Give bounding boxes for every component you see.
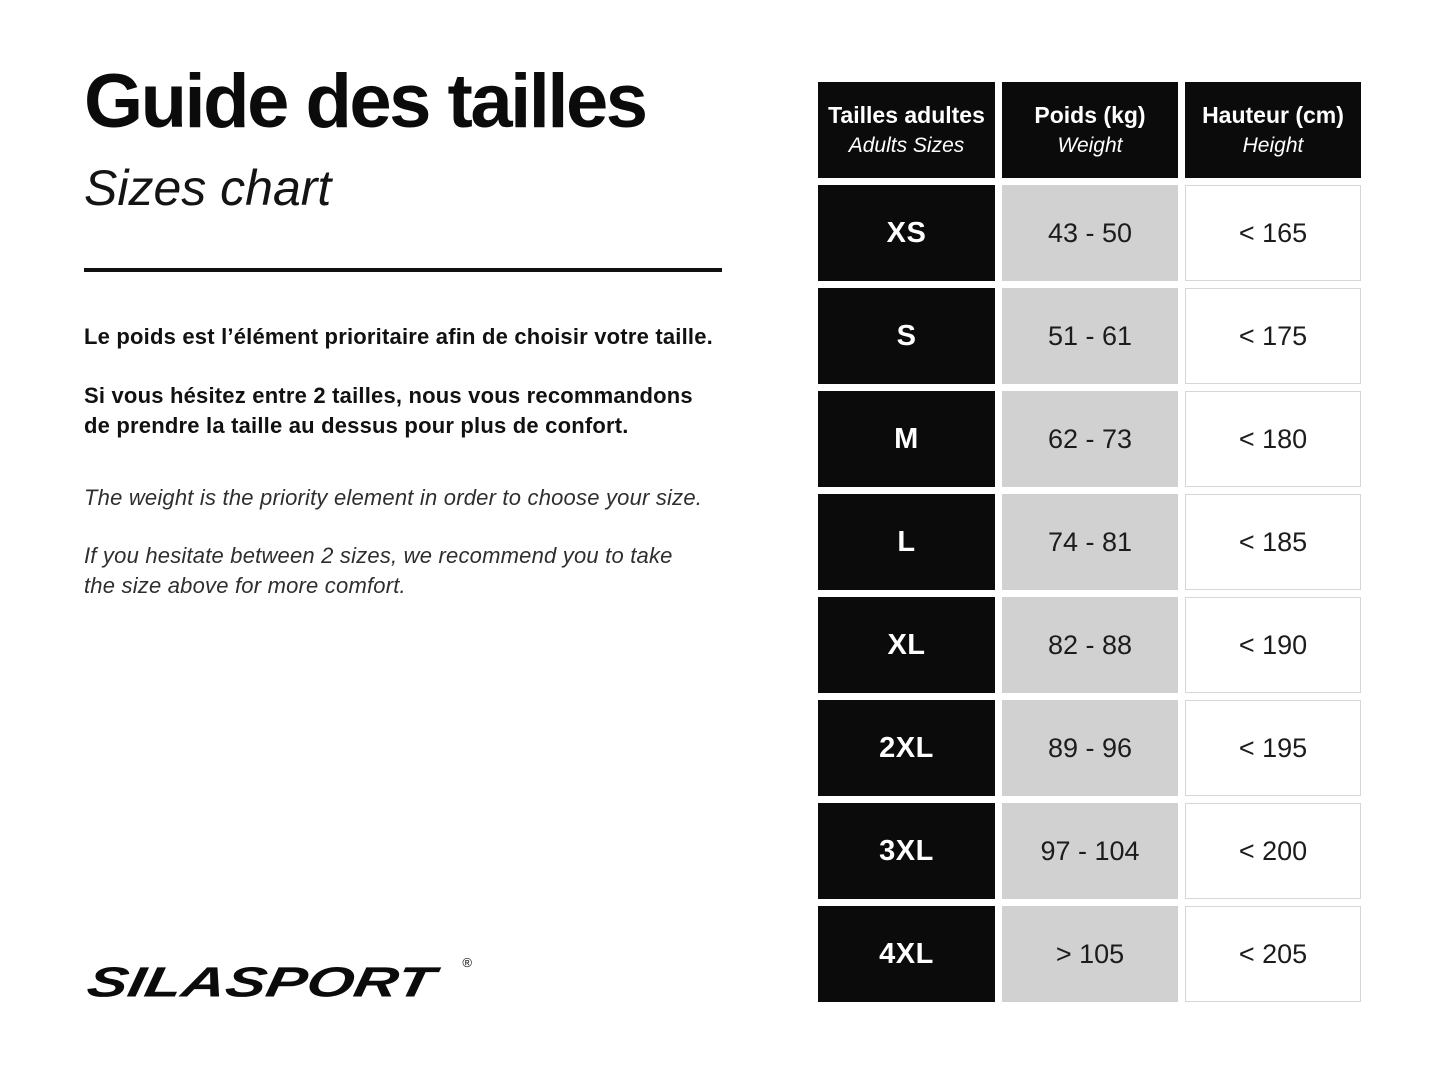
weight-cell: 51 - 61 (1002, 288, 1178, 384)
divider-line (84, 268, 722, 272)
registered-trademark-symbol: ® (462, 955, 473, 970)
weight-cell: 62 - 73 (1002, 391, 1178, 487)
table-header-weight-en: Weight (1057, 134, 1123, 157)
intro-text-fr-2-line-2: de prendre la taille au dessus pour plus… (84, 413, 629, 438)
table-header-sizes-fr: Tailles adultes (828, 102, 985, 128)
size-cell: L (818, 494, 995, 590)
weight-cell: 74 - 81 (1002, 494, 1178, 590)
size-cell: M (818, 391, 995, 487)
intro-text-en-1-line: The weight is the priority element in or… (84, 485, 703, 510)
table-header-sizes-en: Adults Sizes (848, 134, 965, 157)
size-cell: XL (818, 597, 995, 693)
height-cell: < 175 (1185, 288, 1361, 384)
page-title-en: Sizes chart (84, 160, 332, 216)
height-cell: < 190 (1185, 597, 1361, 693)
size-cell: 4XL (818, 906, 995, 1002)
intro-text-en-2-line-1: If you hesitate between 2 sizes, we reco… (84, 543, 673, 568)
weight-cell: 89 - 96 (1002, 700, 1178, 796)
size-cell: S (818, 288, 995, 384)
table-header-sizes: Tailles adultes Adults Sizes (818, 82, 995, 178)
table-header-height-fr: Hauteur (cm) (1202, 102, 1344, 128)
weight-cell: > 105 (1002, 906, 1178, 1002)
intro-text-en-1: The weight is the priority element in or… (84, 483, 784, 513)
weight-cell: 82 - 88 (1002, 597, 1178, 693)
weight-cell: 43 - 50 (1002, 185, 1178, 281)
intro-text-fr-2-line-1: Si vous hésitez entre 2 tailles, nous vo… (84, 383, 693, 408)
intro-text-en-2-line-2: the size above for more comfort. (84, 573, 406, 598)
height-cell: < 165 (1185, 185, 1361, 281)
weight-cell: 97 - 104 (1002, 803, 1178, 899)
table-header-weight-fr: Poids (kg) (1034, 102, 1146, 128)
intro-text-fr-1-line: Le poids est l’élément prioritaire afin … (84, 324, 713, 349)
size-table: Tailles adultes Adults Sizes Poids (kg) … (818, 82, 1361, 1002)
table-header-height-en: Height (1242, 134, 1304, 157)
size-cell: 2XL (818, 700, 995, 796)
intro-text-fr-1: Le poids est l’élément prioritaire afin … (84, 322, 784, 352)
table-header-weight: Poids (kg) Weight (1002, 82, 1178, 178)
intro-text-en-2: If you hesitate between 2 sizes, we reco… (84, 541, 784, 601)
height-cell: < 205 (1185, 906, 1361, 1002)
brand-logo-text: SILASPORT (83, 957, 439, 1006)
size-cell: 3XL (818, 803, 995, 899)
height-cell: < 185 (1185, 494, 1361, 590)
height-cell: < 180 (1185, 391, 1361, 487)
intro-panel: Guide des tailles Sizes chart Le poids e… (83, 0, 794, 1084)
page-title-fr: Guide des tailles (84, 59, 648, 144)
intro-text-fr-2: Si vous hésitez entre 2 tailles, nous vo… (84, 381, 784, 441)
height-cell: < 195 (1185, 700, 1361, 796)
brand-logo: SILASPORT ® (83, 955, 472, 1006)
height-cell: < 200 (1185, 803, 1361, 899)
size-cell: XS (818, 185, 995, 281)
table-header-height: Hauteur (cm) Height (1185, 82, 1361, 178)
